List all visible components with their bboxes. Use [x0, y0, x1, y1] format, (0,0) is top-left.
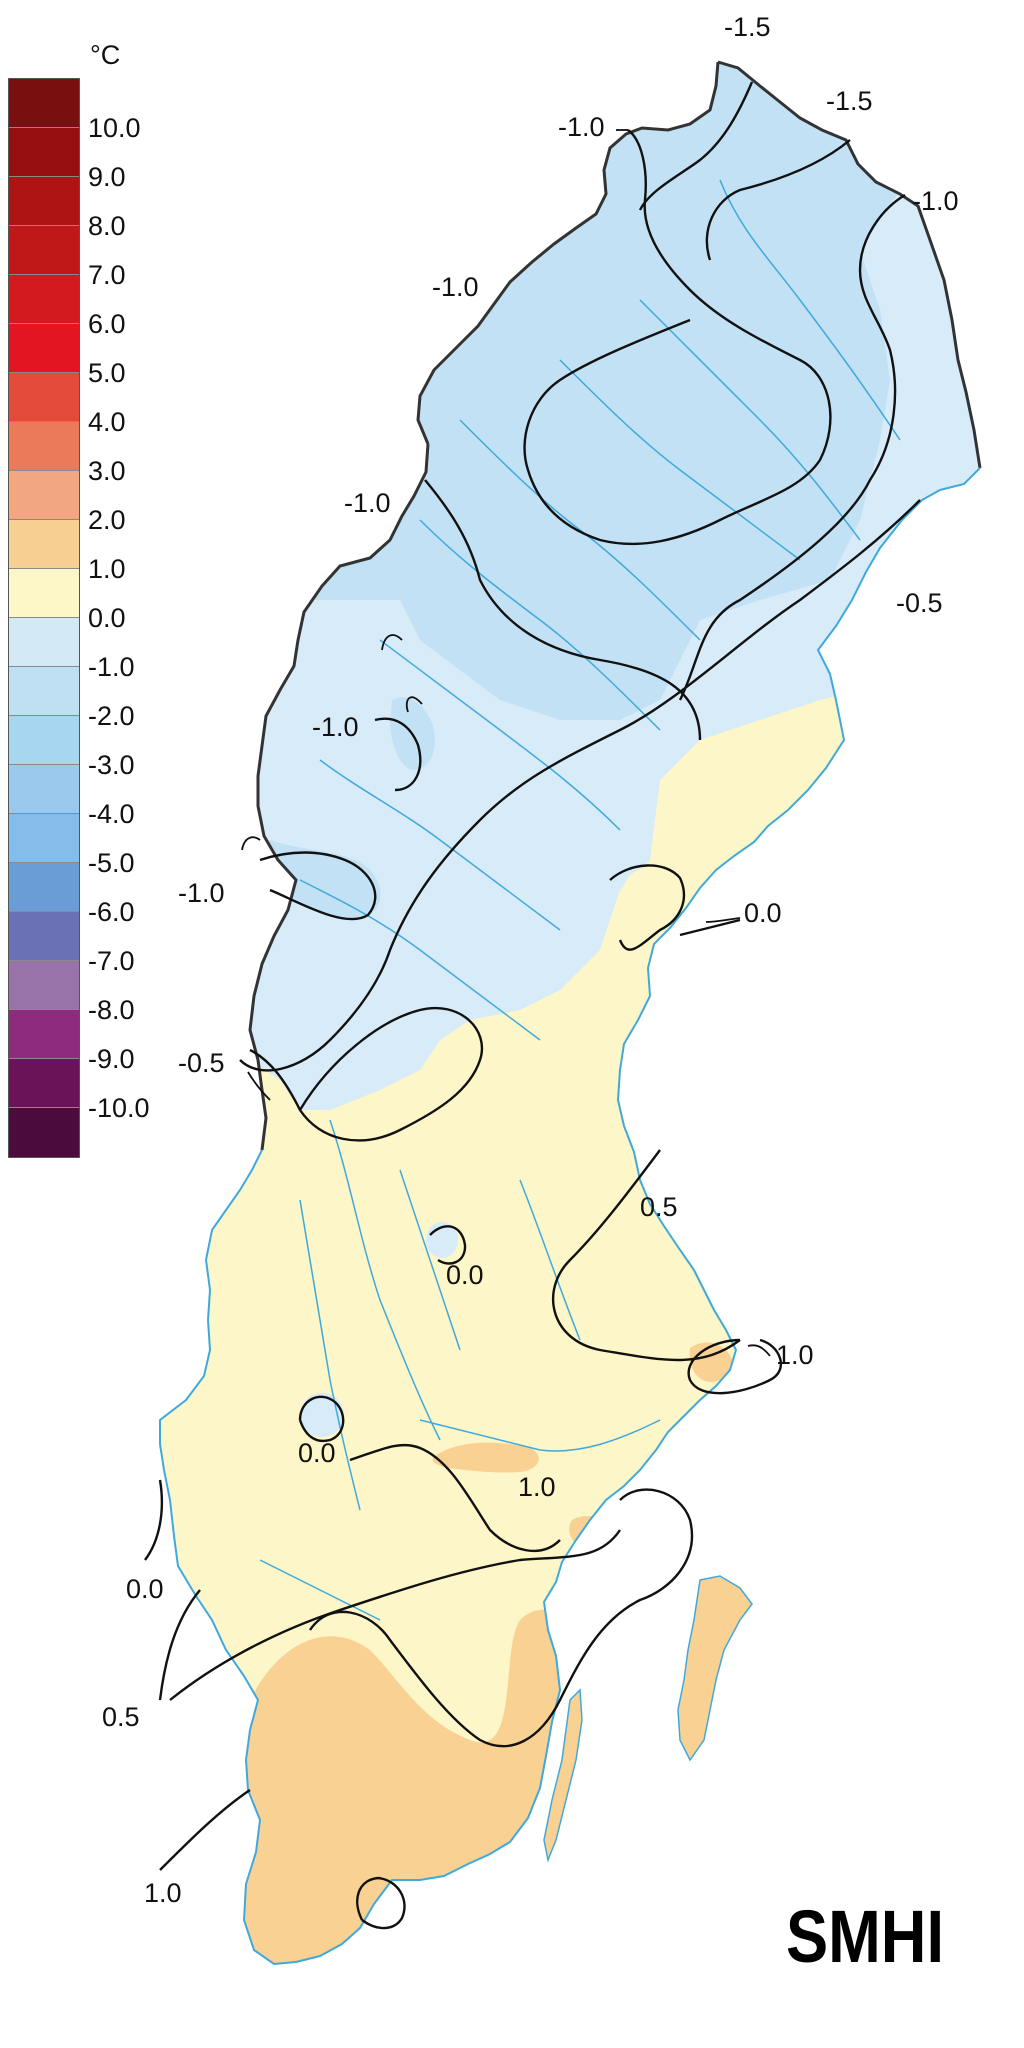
- legend-tick-label: 0.0: [88, 603, 126, 633]
- legend-tick-label: -1.0: [88, 652, 135, 682]
- legend-tick-label: 8.0: [88, 211, 126, 241]
- isoline-label: -1.0: [344, 488, 391, 518]
- isoline-label: -1.0: [558, 112, 605, 142]
- legend-swatch: [9, 863, 79, 912]
- legend-swatch: [9, 1010, 79, 1059]
- cold-spot-south-2: [300, 1393, 344, 1437]
- isoline-label: 0.5: [102, 1702, 140, 1732]
- isoline-label: -1.5: [826, 86, 873, 116]
- legend-swatch: [9, 1059, 79, 1108]
- legend-tick-label: -10.0: [88, 1093, 150, 1123]
- legend-swatch: [9, 275, 79, 324]
- zero-lobe-east: [616, 864, 681, 949]
- label-leaders: [241, 129, 771, 1357]
- legend-swatch: [9, 128, 79, 177]
- cold-pocket-west: [259, 840, 381, 918]
- isoline-label: 1.0: [144, 1878, 182, 1908]
- country-border: [248, 60, 982, 1151]
- smhi-logo: SMHI: [786, 1900, 944, 1968]
- legend-swatch: [9, 177, 79, 226]
- legend-swatch: [9, 569, 79, 618]
- legend-unit: °C: [90, 40, 121, 70]
- legend-swatch: [9, 520, 79, 569]
- isoline-labels: -1.5 -1.5 -1.0 -1.0 -1.0 -1.0 -1.0 -1.0 …: [102, 12, 959, 1908]
- legend-tick-label: 3.0: [88, 456, 126, 486]
- gotland-island: [677, 1575, 753, 1762]
- isoline-label: 0.5: [640, 1192, 678, 1222]
- legend-swatch: [9, 667, 79, 716]
- isoline-label: 0.0: [446, 1260, 484, 1290]
- oland-island: [543, 1688, 583, 1863]
- isoline-label: -1.0: [178, 878, 225, 908]
- legend-tick-label: -6.0: [88, 897, 135, 927]
- temperature-legend: °C 10.0 9.0 8.0 7.0 6.0 5.0 4.0 3.0 2.0 1.0 0.0 -1.…: [8, 40, 168, 1190]
- legend-swatch: [9, 324, 79, 373]
- legend-color-scale: [8, 78, 80, 1158]
- legend-tick-label: 4.0: [88, 407, 126, 437]
- legend-tick-label: 10.0: [88, 113, 141, 143]
- isoline-label: 0.0: [744, 898, 782, 928]
- legend-swatch: [9, 226, 79, 275]
- legend-tick-label: -3.0: [88, 750, 135, 780]
- legend-swatch: [9, 373, 79, 422]
- legend-tick-label: -5.0: [88, 848, 135, 878]
- legend-tick-label: 2.0: [88, 505, 126, 535]
- legend-tick-label: 9.0: [88, 162, 126, 192]
- rivers: [259, 179, 901, 1621]
- legend-tick-label: -9.0: [88, 1044, 135, 1074]
- legend-tick-label: -8.0: [88, 995, 135, 1025]
- isoline-label: 1.0: [518, 1472, 556, 1502]
- isoline-label: 0.0: [298, 1438, 336, 1468]
- legend-swatch: [9, 765, 79, 814]
- isoline-label: 0.0: [126, 1574, 164, 1604]
- legend-swatch: [9, 961, 79, 1010]
- cold-spot-north: [660, 216, 696, 256]
- coastline-water: [159, 467, 981, 1966]
- warm-zone-lake: [432, 1442, 539, 1473]
- legend-tick-label: 1.0: [88, 554, 126, 584]
- legend-tick-label: -4.0: [88, 799, 135, 829]
- isoline-label: -1.5: [724, 12, 771, 42]
- isoline-label: -1.0: [432, 272, 479, 302]
- legend-tick-label: 6.0: [88, 309, 126, 339]
- legend-swatch: [9, 471, 79, 520]
- isoline-label: -0.5: [896, 588, 943, 618]
- legend-swatch: [9, 618, 79, 667]
- legend-swatch: [9, 422, 79, 471]
- legend-tick-label: -7.0: [88, 946, 135, 976]
- isolines: [144, 81, 921, 1930]
- smhi-logo-text: SMHI: [786, 1900, 944, 1968]
- legend-tick-label: -2.0: [88, 701, 135, 731]
- legend-swatch: [9, 912, 79, 961]
- legend-swatch: [9, 814, 79, 863]
- legend-tick-label: 5.0: [88, 358, 126, 388]
- legend-swatch: [9, 1108, 79, 1157]
- isoline-label: 1.0: [776, 1340, 814, 1370]
- legend-tick-label: 7.0: [88, 260, 126, 290]
- legend-swatch: [9, 79, 79, 128]
- isoline-label: -0.5: [178, 1048, 225, 1078]
- isoline-label: -1.0: [312, 712, 359, 742]
- isoline-label: -1.0: [912, 186, 959, 216]
- legend-swatch: [9, 716, 79, 765]
